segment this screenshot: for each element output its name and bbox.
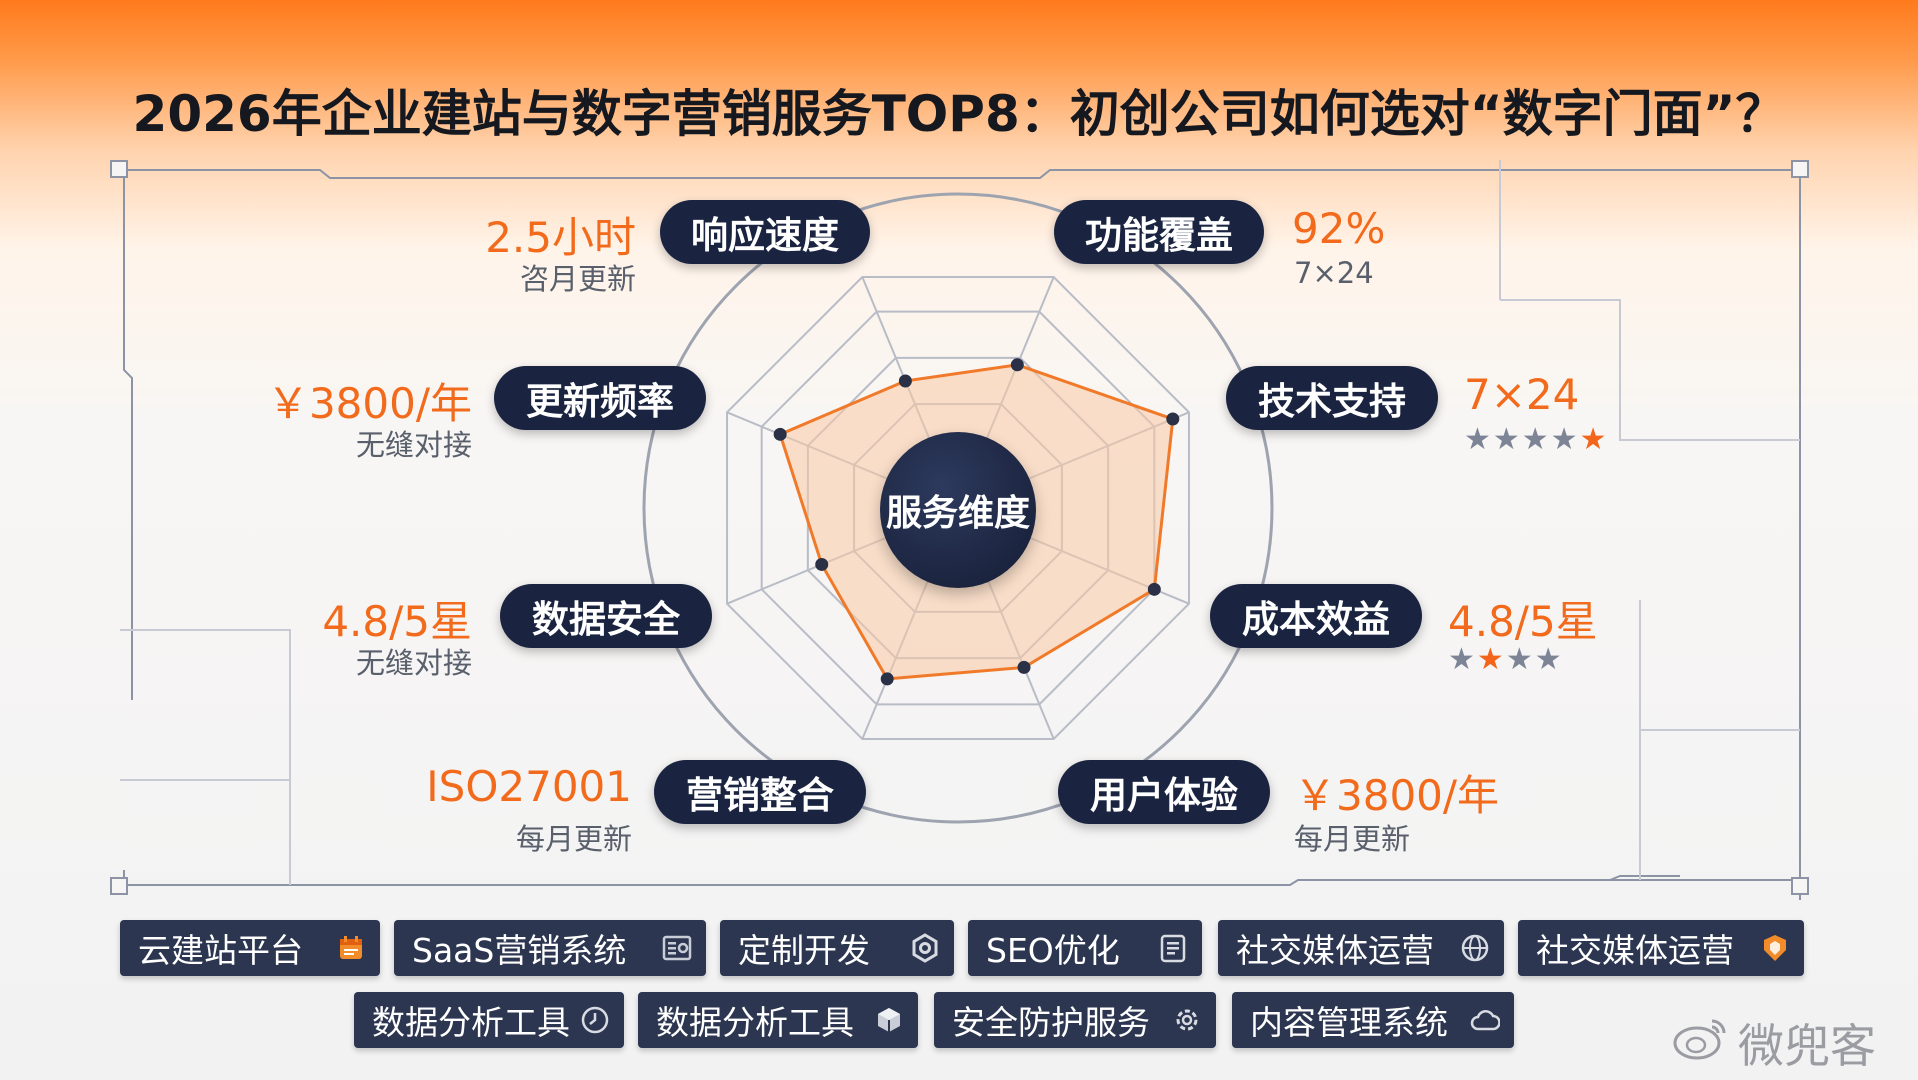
rating-support: ★★★★★ xyxy=(1464,422,1608,457)
tag-label: 云建站平台 xyxy=(138,931,303,970)
tag-cms[interactable]: 内容管理系统 xyxy=(1232,992,1514,1048)
radar-point-5 xyxy=(880,672,894,686)
dimension-pill-security: 数据安全 xyxy=(500,584,712,648)
cube-icon xyxy=(874,1005,904,1035)
sub-security: 无缝对接 xyxy=(355,646,472,680)
value-response: 2.5小时 xyxy=(485,213,636,262)
tag-label: 定制开发 xyxy=(738,931,870,970)
dimension-pill-support: 技术支持 xyxy=(1226,366,1438,430)
dimension-pill-cost: 成本效益 xyxy=(1210,584,1422,648)
value-security: 4.8/5星 xyxy=(322,597,472,646)
tag-social-1[interactable]: 社交媒体运营 xyxy=(1218,920,1504,976)
watermark: 微兜客 xyxy=(1672,1010,1876,1076)
dimension-pill-coverage: 功能覆盖 xyxy=(1054,200,1264,264)
cog-icon xyxy=(1172,1005,1202,1035)
dimension-pill-update: 更新频率 xyxy=(494,366,706,430)
radar-point-7 xyxy=(773,427,787,441)
tag-social-2[interactable]: 社交媒体运营 xyxy=(1518,920,1804,976)
tag-label: 社交媒体运营 xyxy=(1536,931,1734,970)
document-icon xyxy=(1158,933,1188,963)
radar-outer-ring xyxy=(642,192,1274,824)
page-title: 2026年企业建站与数字营销服务TOP8：初创公司如何选对“数字门面”？ xyxy=(132,85,1786,143)
tag-seo[interactable]: SEO优化 xyxy=(968,920,1202,976)
radar-point-3 xyxy=(1147,582,1161,596)
radar-point-2 xyxy=(1166,412,1180,426)
star-accent: ★ xyxy=(1579,422,1609,457)
radar-point-4 xyxy=(1017,660,1031,674)
tag-label: SaaS营销系统 xyxy=(412,931,627,970)
calendar-icon xyxy=(336,933,366,963)
value-support: 7×24 xyxy=(1464,370,1580,419)
tag-label: 社交媒体运营 xyxy=(1236,931,1434,970)
sub-ux: 每月更新 xyxy=(1294,822,1411,856)
rating-cost: ★★★★ xyxy=(1448,642,1564,677)
value-update: ￥3800/年 xyxy=(266,379,472,428)
dashboard-icon xyxy=(662,933,692,963)
value-cost: 4.8/5星 xyxy=(1448,597,1598,646)
star-grey-group: ★★★★ xyxy=(1464,422,1580,457)
sub-coverage: 7×24 xyxy=(1294,256,1374,290)
value-coverage: 92% xyxy=(1292,204,1386,253)
star-accent: ★ xyxy=(1476,642,1506,677)
value-marketing: ISO27001 xyxy=(426,762,632,811)
tag-label: 安全防护服务 xyxy=(952,1003,1150,1042)
tag-security-service[interactable]: 安全防护服务 xyxy=(934,992,1216,1048)
radar-point-6 xyxy=(815,557,829,571)
radar-point-0 xyxy=(898,374,912,388)
tag-label: 数据分析工具 xyxy=(372,1003,570,1042)
clock-icon xyxy=(580,1005,610,1035)
tag-label: SEO优化 xyxy=(986,931,1120,970)
star-grey-rest: ★★ xyxy=(1505,642,1564,677)
tag-analytics-1[interactable]: 数据分析工具 xyxy=(354,992,624,1048)
tag-analytics-2[interactable]: 数据分析工具 xyxy=(638,992,918,1048)
dimension-pill-marketing: 营销整合 xyxy=(654,760,866,824)
tag-saas[interactable]: SaaS营销系统 xyxy=(394,920,706,976)
radar-point-1 xyxy=(1010,358,1024,372)
star-grey-first: ★ xyxy=(1448,642,1477,677)
tag-custom-dev[interactable]: 定制开发 xyxy=(720,920,954,976)
tag-label: 内容管理系统 xyxy=(1250,1003,1448,1042)
tag-cloud-site[interactable]: 云建站平台 xyxy=(120,920,380,976)
sub-marketing: 每月更新 xyxy=(515,822,632,856)
dimension-pill-response: 响应速度 xyxy=(660,200,870,264)
sub-response: 咨月更新 xyxy=(519,262,636,296)
value-ux: ￥3800/年 xyxy=(1294,771,1500,820)
dimension-pill-ux: 用户体验 xyxy=(1058,760,1270,824)
shield-icon xyxy=(1760,933,1790,963)
weibo-icon xyxy=(1672,1015,1730,1072)
tag-label: 数据分析工具 xyxy=(656,1003,854,1042)
center-hub: 服务维度 xyxy=(880,432,1036,588)
gear-hex-icon xyxy=(910,933,940,963)
cloud-icon xyxy=(1470,1005,1500,1035)
sub-update: 无缝对接 xyxy=(355,428,472,462)
globe-icon xyxy=(1460,933,1490,963)
watermark-text: 微兜客 xyxy=(1738,1019,1876,1073)
